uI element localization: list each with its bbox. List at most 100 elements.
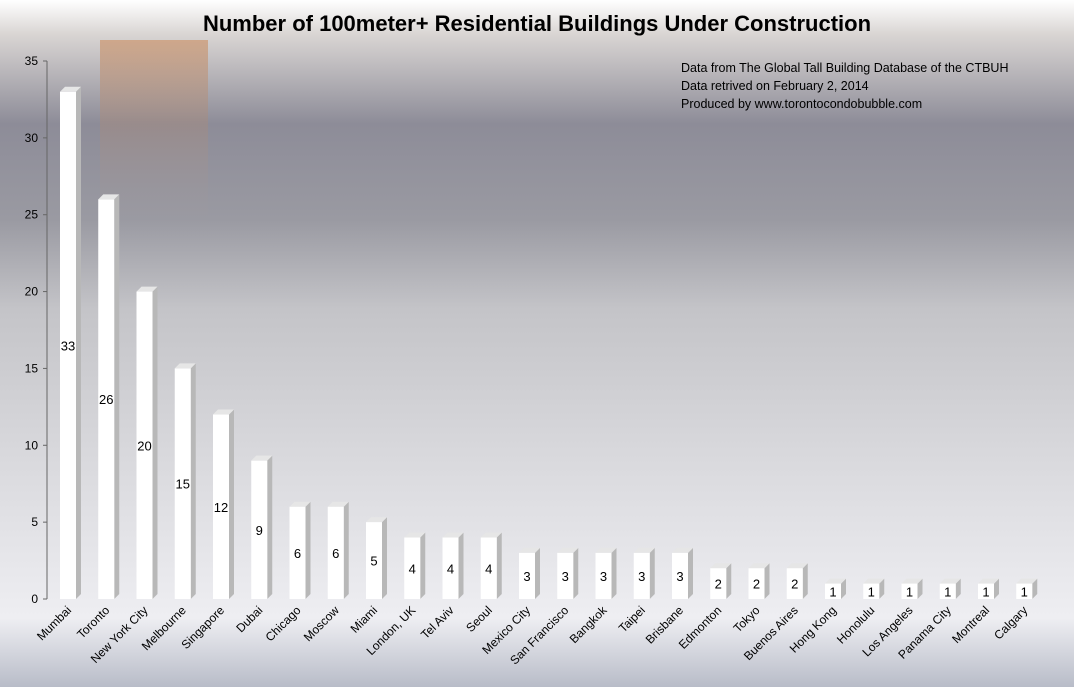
data-label: 2 bbox=[715, 577, 722, 592]
bar-top bbox=[404, 532, 426, 538]
bar-group: 20 bbox=[136, 286, 158, 599]
bar-group: 6 bbox=[327, 501, 349, 599]
bar bbox=[519, 552, 535, 599]
bar bbox=[557, 552, 574, 599]
annotations: Data from The Global Tall Building Datab… bbox=[681, 61, 1008, 111]
data-label: 2 bbox=[791, 577, 798, 592]
bar bbox=[60, 91, 76, 599]
bar bbox=[595, 552, 612, 599]
data-label: 1 bbox=[829, 584, 836, 599]
bar bbox=[366, 522, 382, 599]
bar bbox=[404, 537, 421, 599]
bar-side bbox=[611, 547, 617, 599]
bar-side bbox=[726, 563, 732, 599]
bar-group: 4 bbox=[442, 532, 464, 599]
bar-top bbox=[901, 578, 923, 584]
bar-group: 1 bbox=[901, 578, 923, 599]
bar-side bbox=[955, 578, 961, 599]
bar-side bbox=[267, 455, 273, 599]
bar bbox=[136, 291, 153, 599]
bar-group: 1 bbox=[825, 578, 846, 599]
bar-side bbox=[190, 363, 196, 599]
data-label: 6 bbox=[332, 546, 339, 561]
bar-group: 2 bbox=[710, 563, 732, 599]
bar-side bbox=[535, 547, 540, 599]
bar-top bbox=[672, 547, 693, 553]
bar-side bbox=[573, 547, 579, 599]
bar-side bbox=[649, 547, 655, 599]
bar bbox=[748, 568, 765, 599]
bar bbox=[442, 537, 459, 599]
bar bbox=[786, 568, 803, 599]
bar-group: 5 bbox=[366, 517, 387, 599]
bar-group: 26 bbox=[98, 194, 120, 600]
bar-group: 4 bbox=[480, 532, 502, 599]
bar-group: 1 bbox=[939, 578, 961, 599]
data-label: 3 bbox=[600, 569, 607, 584]
data-label: 20 bbox=[137, 438, 151, 453]
bar-group: 3 bbox=[633, 547, 655, 599]
bar-group: 3 bbox=[672, 547, 693, 599]
bar-side bbox=[688, 547, 693, 599]
bar-group: 1 bbox=[863, 578, 885, 599]
data-label: 1 bbox=[944, 584, 951, 599]
bar-top bbox=[1016, 578, 1038, 584]
data-label: 15 bbox=[176, 477, 190, 492]
annotation-text: Produced by www.torontocondobubble.com bbox=[681, 97, 922, 111]
bar-side bbox=[994, 578, 999, 599]
bar-top bbox=[251, 455, 273, 461]
data-label: 3 bbox=[562, 569, 569, 584]
data-label: 1 bbox=[1021, 584, 1028, 599]
y-tick-label: 5 bbox=[31, 515, 38, 529]
bar bbox=[289, 506, 306, 599]
bar-top bbox=[327, 501, 349, 507]
bar-top bbox=[289, 501, 311, 507]
bar-group: 12 bbox=[213, 409, 234, 599]
bar-side bbox=[76, 86, 81, 599]
y-tick-label: 35 bbox=[25, 54, 39, 68]
bar bbox=[251, 460, 268, 599]
bar-group: 2 bbox=[748, 563, 770, 599]
data-label: 3 bbox=[676, 569, 683, 584]
data-label: 9 bbox=[256, 523, 263, 538]
bar-top bbox=[98, 194, 120, 200]
bar bbox=[1016, 583, 1033, 599]
bar-side bbox=[764, 563, 770, 599]
data-label: 1 bbox=[982, 584, 989, 599]
bar-side bbox=[841, 578, 846, 599]
bar-side bbox=[420, 532, 426, 599]
bar-group: 33 bbox=[60, 86, 81, 599]
data-label: 4 bbox=[409, 561, 416, 576]
bar-group: 6 bbox=[289, 501, 311, 599]
bar-top bbox=[710, 563, 732, 569]
bar-group: 15 bbox=[174, 363, 196, 599]
bar bbox=[863, 583, 880, 599]
bar-group: 3 bbox=[519, 547, 540, 599]
bar-top bbox=[557, 547, 579, 553]
bar-top bbox=[519, 547, 540, 553]
bar-top bbox=[978, 578, 999, 584]
bar bbox=[327, 506, 344, 599]
bar-group: 1 bbox=[978, 578, 999, 599]
y-tick-label: 20 bbox=[25, 285, 39, 299]
bar-side bbox=[114, 194, 120, 600]
data-label: 3 bbox=[638, 569, 645, 584]
data-label: 26 bbox=[99, 392, 113, 407]
bar-top bbox=[748, 563, 770, 569]
y-tick-label: 10 bbox=[25, 438, 39, 452]
bar-top bbox=[174, 363, 196, 369]
bar-group: 3 bbox=[595, 547, 617, 599]
bar bbox=[978, 583, 994, 599]
bar bbox=[939, 583, 956, 599]
data-label: 4 bbox=[447, 561, 454, 576]
bar-side bbox=[802, 563, 808, 599]
bar-top bbox=[442, 532, 464, 538]
bar-group: 1 bbox=[1016, 578, 1038, 599]
data-label: 2 bbox=[753, 577, 760, 592]
data-label: 1 bbox=[868, 584, 875, 599]
y-ticks: 0 5 10 15 20 25 30 35 bbox=[25, 54, 47, 606]
bar-top bbox=[366, 517, 387, 523]
bar-top bbox=[213, 409, 234, 415]
bar bbox=[98, 199, 115, 600]
bar bbox=[174, 368, 191, 599]
